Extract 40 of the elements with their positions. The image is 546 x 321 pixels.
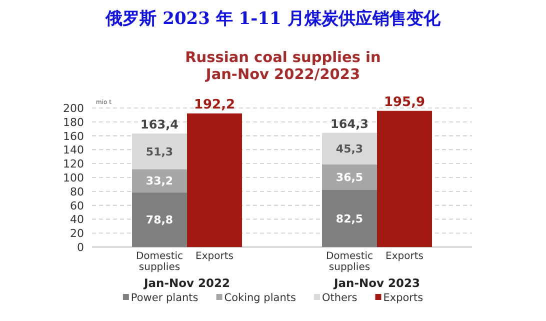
y-tick-label: 80 xyxy=(70,185,84,198)
data-label: 78,8 xyxy=(146,214,174,227)
bar xyxy=(132,192,187,247)
bar xyxy=(187,113,242,247)
chart-subtitle: Russian coal supplies in Jan-Nov 2022/2023 xyxy=(185,50,381,83)
text: Jan-Nov 2022 xyxy=(142,276,230,290)
y-tick-label: 120 xyxy=(63,158,84,171)
data-label: 51,3 xyxy=(146,145,174,158)
text: Jan-Nov 2023 xyxy=(332,276,420,290)
total-label: 164,3 xyxy=(330,116,368,131)
data-label: 36,5 xyxy=(336,170,364,184)
y-tick-label: 140 xyxy=(63,144,84,157)
data-label: 82,5 xyxy=(336,212,364,226)
legend-label: Others xyxy=(322,292,358,304)
legend-label: Coking plants xyxy=(224,292,296,304)
total-label: 163,4 xyxy=(140,118,178,132)
data-label: 195,9 xyxy=(384,94,426,110)
bar xyxy=(377,110,432,247)
data-label: 33,2 xyxy=(146,174,174,188)
data-label: 192,2 xyxy=(194,97,236,112)
y-tick-label: 180 xyxy=(63,116,84,129)
bar xyxy=(322,190,377,247)
y-tick-label: 200 xyxy=(63,102,84,115)
y-tick-label: 40 xyxy=(70,213,84,226)
y-tick-label: 100 xyxy=(63,172,84,184)
legend-label: Exports xyxy=(383,292,424,304)
x-tick-label: Domestic supplies xyxy=(136,251,184,273)
chart-title: 俄罗斯 2023 年 1-11 月煤炭供应销售变化 xyxy=(104,9,442,29)
legend-label: Power plants xyxy=(130,292,198,304)
bar xyxy=(322,132,377,164)
y-tick-label: 160 xyxy=(63,130,84,143)
x-tick-label: Exports xyxy=(386,251,424,262)
y-tick-label: 60 xyxy=(70,199,84,212)
y-tick-label: 0 xyxy=(77,241,84,254)
data-label: 45,3 xyxy=(336,142,364,156)
bar xyxy=(132,169,187,192)
x-tick-label: Domestic supplies xyxy=(326,251,374,273)
x-tick-label: Exports xyxy=(196,251,234,262)
bar xyxy=(132,134,187,170)
y-tick-label: 20 xyxy=(70,227,84,240)
